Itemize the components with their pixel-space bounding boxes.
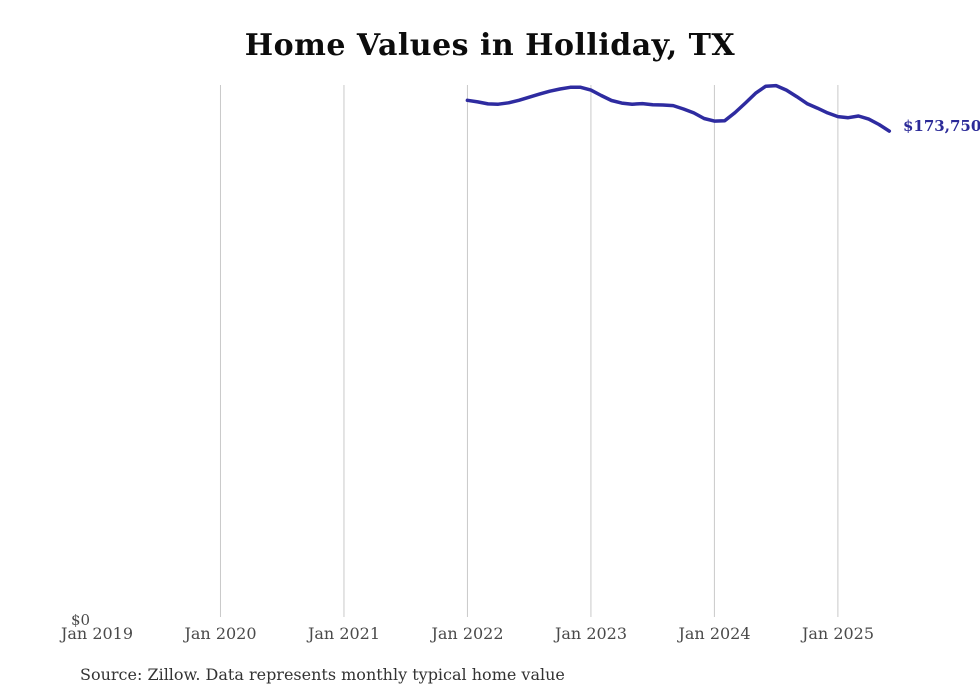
x-tick-label-jan-2022: Jan 2022 (431, 624, 504, 643)
x-tick-label-jan-2023: Jan 2023 (554, 624, 628, 643)
x-tick-label-jan-2020: Jan 2020 (184, 624, 257, 643)
home-value-line (465, 83, 892, 133)
y-axis-zero-label: $0 (71, 611, 91, 629)
latest-value-label: $173,750 (903, 117, 980, 135)
x-tick-label-jan-2025: Jan 2025 (801, 624, 875, 643)
x-tick-label-jan-2019: Jan 2019 (60, 624, 134, 643)
source-note: Source: Zillow. Data represents monthly … (80, 665, 565, 684)
x-tick-label-jan-2021: Jan 2021 (307, 624, 381, 643)
chart-title: Home Values in Holliday, TX (244, 28, 736, 63)
x-tick-label-jan-2024: Jan 2024 (678, 624, 751, 643)
year-gridlines (219, 85, 839, 617)
